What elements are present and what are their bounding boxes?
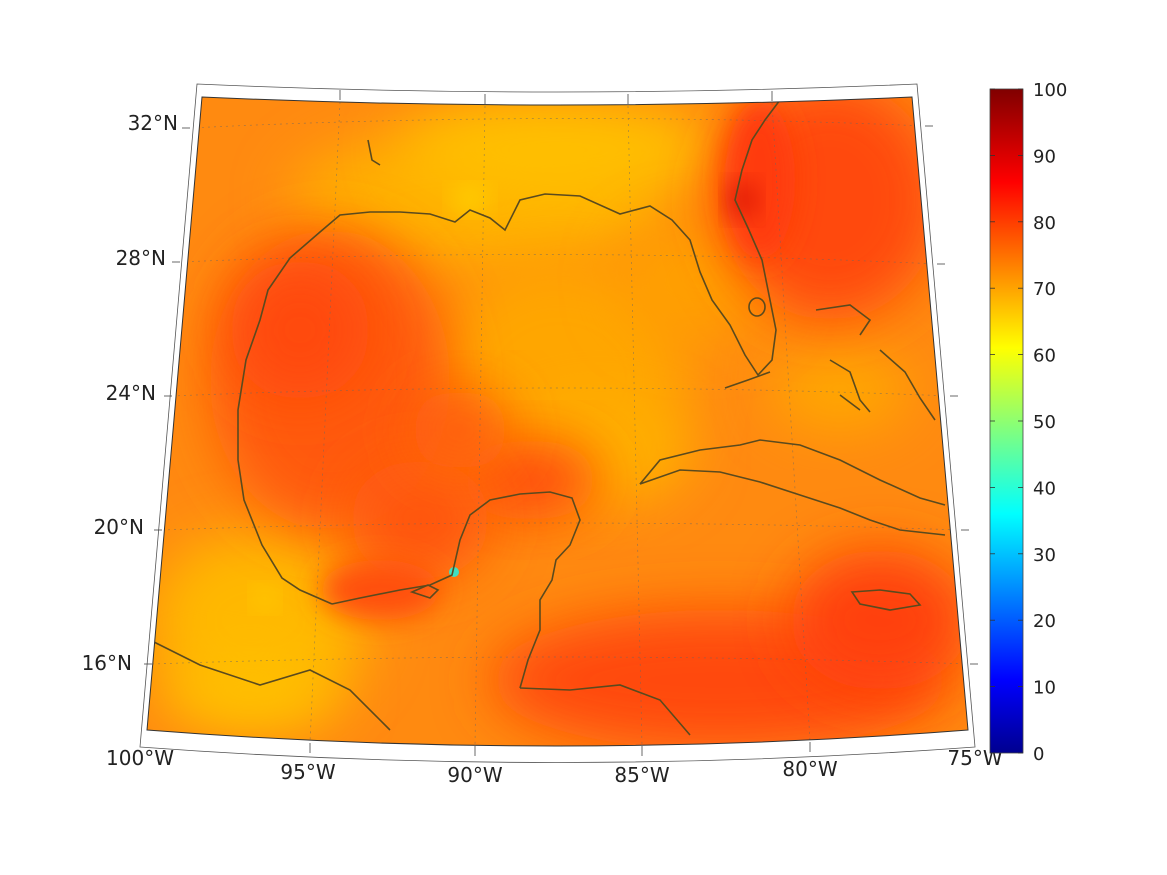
graticule [151, 101, 968, 746]
latitude-labels: 32°N 28°N 24°N 20°N 16°N [82, 111, 178, 675]
colorbar-tick-label: 0 [1033, 744, 1044, 765]
lat-label-20n: 20°N [94, 515, 144, 539]
lat-label-28n: 28°N [116, 246, 166, 270]
data-field [147, 97, 968, 746]
colorbar-tick-label: 100 [1033, 80, 1067, 101]
colorbar-tick-label: 10 [1033, 678, 1056, 699]
lon-label-85w: 85°W [614, 763, 669, 787]
colorbar-gradient [989, 88, 1024, 754]
map-frame-outer [139, 83, 976, 763]
map-frame [146, 96, 969, 747]
lat-label-16n: 16°N [82, 651, 132, 675]
colorbar-tick-label: 40 [1033, 478, 1056, 499]
frame-ticks [144, 90, 978, 756]
lon-label-90w: 90°W [447, 763, 502, 787]
coastlines [149, 99, 946, 736]
lon-label-80w: 80°W [782, 757, 837, 781]
lon-label-100w: 100°W [106, 746, 174, 770]
colorbar-tick-label: 60 [1033, 346, 1056, 367]
colorbar-tick-label: 70 [1033, 279, 1056, 300]
colorbar-tick-label: 90 [1033, 146, 1056, 167]
colorbar-tick-label: 50 [1033, 412, 1056, 433]
lon-label-95w: 95°W [280, 760, 335, 784]
longitude-labels: 100°W 95°W 90°W 85°W 80°W 75°W [106, 746, 1003, 787]
colorbar-tick-label: 80 [1033, 213, 1056, 234]
colorbar-tick-label: 30 [1033, 545, 1056, 566]
lat-label-24n: 24°N [106, 381, 156, 405]
colorbar-tick-label: 20 [1033, 611, 1056, 632]
lat-label-32n: 32°N [128, 111, 178, 135]
